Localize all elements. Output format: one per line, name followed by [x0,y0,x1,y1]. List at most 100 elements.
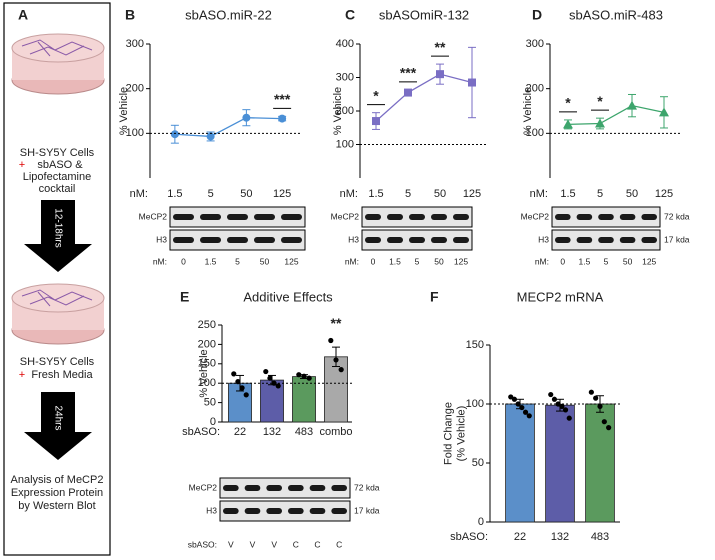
marker [436,70,444,79]
blot-band [431,214,447,220]
blot-row-label: H3 [538,234,549,244]
y-tick-label: 100 [466,398,484,410]
x-tick-label: 1.5 [560,188,575,200]
blot-lane-title: nM: [153,256,167,266]
x-tick-label: 125 [463,188,481,200]
significance: *** [274,91,291,107]
blot-lane-title: nM: [345,256,359,266]
blot-band [254,214,275,220]
y-tick-label: 150 [466,339,484,351]
data-point [296,372,302,378]
y-tick-label: 200 [336,105,354,117]
blot-lane-label: V [228,539,234,549]
chart-panel: E Additive Effects % Vehicle 0 50 100 150 200 25… [180,289,380,550]
blot-unit: 72 kda [354,482,380,492]
blot-lane-label: 50 [434,256,444,266]
panel-letter: D [532,7,542,23]
data-point [519,404,525,411]
data-point [559,403,565,409]
marker [595,118,605,128]
series-line [375,73,473,122]
data-point [606,425,612,431]
blot-lane-label: 1.5 [389,256,401,266]
data-point [328,337,334,344]
blot-band [288,508,304,514]
blot-band [431,237,447,243]
blot-row [361,229,473,251]
y-axis-label: (% Vehicle) [455,406,467,462]
y-tick-label: 100 [198,377,216,389]
y-tick-label: 200 [126,83,144,95]
step-text: SH-SY5Y Cells [20,356,95,368]
significance: * [597,93,603,109]
dish [11,283,105,345]
blot-band [576,237,593,243]
y-axis-label: % Vehicle [118,87,130,135]
blot-band [576,214,593,220]
chart-title: sbASOmiR-132 [379,7,469,22]
data-point [551,396,558,402]
significance: ** [331,315,342,331]
y-tick-label: 250 [198,319,216,331]
blot-band [331,508,347,514]
blot-band [200,237,221,243]
blot-lane-label: V [250,539,256,549]
panel-letter: E [180,289,189,305]
panel-letter: F [430,289,439,305]
y-tick-label: 50 [204,397,216,409]
data-point [231,371,237,377]
x-tick-label: 5 [208,188,214,200]
data-point [333,357,339,363]
data-point [243,392,249,398]
blot-band [266,508,282,514]
blot-lane-label: 0 [371,256,376,266]
marker [404,88,412,97]
step-text: Lipofectamine [23,171,92,183]
blot-band [453,237,469,243]
x-tick-label: 50 [240,188,252,200]
blot-band [309,508,326,514]
blot-lane-label: 5 [604,256,609,266]
marker [170,130,179,139]
blot-band [555,237,571,243]
x-tick-label: 132 [551,531,569,543]
x-axis-label: sbASO: [182,426,220,438]
blot-band [387,237,403,243]
blot-band [409,237,425,243]
step-text: Fresh Media [31,369,93,381]
x-tick-label: 1.5 [167,188,182,200]
blot-row [219,500,351,522]
x-tick-label: 125 [273,188,291,200]
data-point [597,403,603,409]
x-tick-label: 50 [626,188,638,200]
y-tick-label: 0 [478,516,484,528]
marker [563,119,573,129]
panel-letter: C [345,7,355,23]
blot-band [223,485,239,491]
blot-unit: 17 kda [664,234,690,244]
blot-band [288,485,304,491]
y-tick-label: 100 [336,138,354,150]
data-point [548,391,554,398]
x-tick-label: 22 [234,426,246,438]
panel-a: A SH-SY5Y Cells + sbASO & Lipofectamine … [3,2,111,556]
blot-band [244,485,261,491]
blot-band [173,237,194,243]
blot-row-label: MeCP2 [189,482,218,492]
x-tick-label: 132 [263,426,281,438]
data-point [601,419,607,425]
x-tick-label: 22 [514,531,526,543]
blot-lane-title: nM: [535,256,549,266]
data-point [511,396,518,402]
blot-band [619,237,636,243]
blot-band [281,214,302,220]
y-tick-label: 150 [198,358,216,370]
blot-lane-label: 125 [642,256,656,266]
blot-lane-label: 5 [415,256,420,266]
step-text: by Western Blot [18,500,95,512]
blot-band [598,237,614,243]
marker [278,114,287,123]
data-point [526,413,532,419]
marker [372,117,380,126]
